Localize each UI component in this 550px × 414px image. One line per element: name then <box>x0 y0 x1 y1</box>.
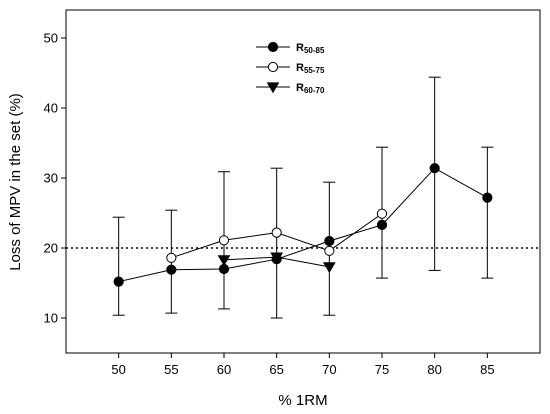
data-point-filled-circle <box>324 235 335 247</box>
data-point-open-circle <box>271 227 282 238</box>
y-tick-label: 20 <box>44 241 58 256</box>
x-axis-title: % 1RM <box>278 392 327 409</box>
data-point-filled-circle <box>113 276 124 287</box>
plot-frame <box>65 9 541 354</box>
series-line <box>118 167 488 283</box>
x-tick-label: 60 <box>217 362 231 377</box>
data-point-triangle <box>322 262 336 274</box>
x-tick-label: 65 <box>269 362 283 377</box>
x-tick-label: 80 <box>427 362 441 377</box>
legend-label: R60-70 <box>296 82 325 95</box>
x-tick-label: 70 <box>322 362 336 377</box>
y-tick-label: 40 <box>44 101 58 116</box>
data-point-open-circle <box>376 208 388 219</box>
data-point-open-circle <box>267 61 279 73</box>
legend-label-subscript: 50-85 <box>304 46 325 55</box>
x-tick-label: 85 <box>480 362 494 377</box>
data-point-triangle <box>266 82 280 94</box>
data-point-triangle <box>270 252 284 264</box>
data-point-filled-circle <box>166 264 177 275</box>
data-point-open-circle <box>324 245 335 256</box>
x-tick-label: 75 <box>375 362 389 377</box>
data-point-triangle <box>217 255 231 267</box>
y-axis-title: Loss of MPV in the set (%) <box>7 93 24 271</box>
legend-label: R50-85 <box>296 42 325 55</box>
data-point-filled-circle <box>482 192 493 203</box>
legend: R50-85 R55-75 R60-70 <box>256 41 325 95</box>
data-point-filled-circle <box>429 163 440 174</box>
x-axis: 50 55 60 65 70 75 80 85 <box>111 353 495 377</box>
legend-label-subscript: 55-75 <box>304 66 325 75</box>
y-axis: 10 20 30 40 50 <box>44 31 66 326</box>
x-tick-label: 50 <box>111 362 125 377</box>
legend-label-subscript: 60-70 <box>304 86 325 95</box>
x-tick-label: 55 <box>164 362 178 377</box>
data-point-open-circle <box>218 235 230 246</box>
legend-label: R55-75 <box>296 62 325 75</box>
data-point-open-circle <box>166 252 177 263</box>
error-bars <box>112 76 494 319</box>
y-tick-label: 50 <box>44 31 58 46</box>
series-markers <box>113 163 493 287</box>
y-tick-label: 10 <box>44 311 58 326</box>
series-lines <box>118 167 488 283</box>
data-point-filled-circle <box>376 219 388 230</box>
y-tick-label: 30 <box>44 171 58 186</box>
data-point-filled-circle <box>267 41 279 53</box>
